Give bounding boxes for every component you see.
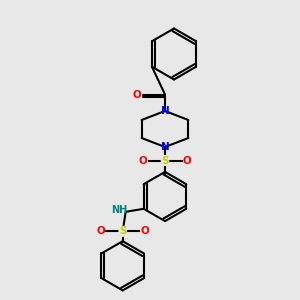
- Text: O: O: [133, 89, 142, 100]
- Text: N: N: [160, 106, 169, 116]
- Text: S: S: [119, 226, 126, 236]
- Text: O: O: [140, 226, 149, 236]
- Text: N: N: [160, 142, 169, 152]
- Text: NH: NH: [111, 205, 127, 215]
- Text: S: S: [161, 155, 169, 166]
- Text: O: O: [96, 226, 105, 236]
- Text: O: O: [139, 155, 148, 166]
- Text: O: O: [182, 155, 191, 166]
